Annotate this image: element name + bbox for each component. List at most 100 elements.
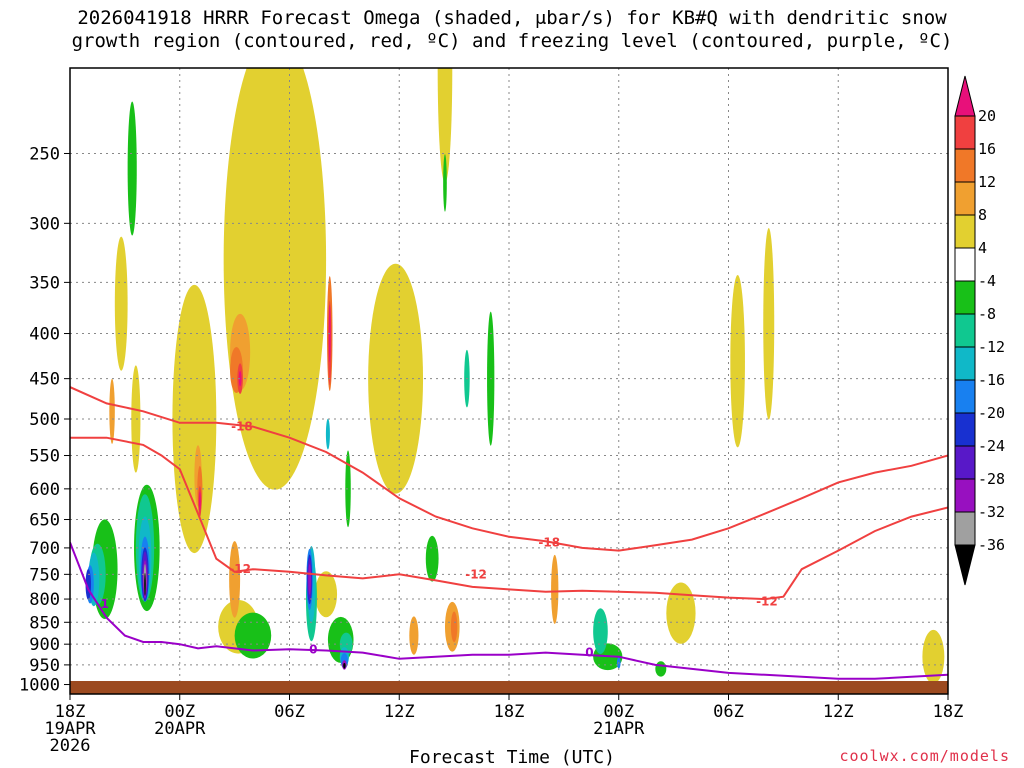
colorbar-label: -16 <box>978 371 1005 389</box>
omega-cell <box>131 365 141 473</box>
y-tick-label: 450 <box>29 370 60 390</box>
contour-label: 0 <box>585 646 593 660</box>
chart-title-line-2: growth region (contoured, red, ºC) and f… <box>71 30 953 52</box>
contour-label: -12 <box>229 562 251 576</box>
colorbar-label: 8 <box>978 206 987 224</box>
omega-cell <box>315 571 338 618</box>
ground-fill <box>70 681 948 694</box>
omega-cell <box>238 370 242 387</box>
omega-cell <box>198 491 201 511</box>
y-tick-label: 1000 <box>19 676 60 696</box>
colorbar-top-arrow <box>954 75 976 117</box>
colorbar-bottom-arrow <box>954 544 976 586</box>
omega-shading <box>85 68 945 684</box>
x-tick-label: 2026 <box>50 736 91 756</box>
colorbar-segment <box>954 115 976 150</box>
y-tick-label: 800 <box>29 590 60 610</box>
omega-cell <box>763 228 775 420</box>
colorbar-segment <box>954 214 976 249</box>
omega-cell <box>922 629 945 684</box>
colorbar-segment <box>954 412 976 447</box>
grid-lines <box>69 68 949 694</box>
colorbar-segment <box>954 511 976 546</box>
colorbar-segment <box>954 247 976 282</box>
x-tick-label: 20APR <box>154 719 206 739</box>
y-axis-ticks: 2503003504004505005506006507007508008509… <box>19 144 70 696</box>
y-tick-label: 400 <box>29 325 60 345</box>
x-tick-label: 19APR <box>44 719 96 739</box>
x-tick-label: 12Z <box>384 702 415 722</box>
x-tick-label: 00Z <box>164 702 195 722</box>
contour-label: -12 <box>756 594 778 608</box>
y-tick-label: 650 <box>29 511 60 531</box>
colorbar-label: -8 <box>978 305 996 323</box>
y-tick-label: 500 <box>29 410 60 430</box>
omega-cell <box>730 275 745 448</box>
colorbar-label: 12 <box>978 173 996 191</box>
omega-cell <box>114 236 128 371</box>
x-tick-label: 18Z <box>494 702 525 722</box>
x-tick-label: 00Z <box>603 702 634 722</box>
omega-cell <box>443 154 447 212</box>
site-credit[interactable]: coolwx.com/models <box>839 747 1010 765</box>
x-tick-label: 18Z <box>933 702 964 722</box>
chart-title-line-1: 2026041918 HRRR Forecast Omega (shaded, … <box>77 7 947 29</box>
omega-cell <box>450 611 458 643</box>
omega-cell <box>308 564 311 595</box>
colorbar-label: 20 <box>978 107 996 125</box>
omega-cell <box>425 535 439 582</box>
y-tick-label: 850 <box>29 613 60 633</box>
contour-label: -12 <box>465 567 487 581</box>
y-tick-label: 600 <box>29 480 60 500</box>
x-tick-label: 18Z <box>55 702 86 722</box>
colorbar-segment <box>954 445 976 480</box>
y-tick-label: 750 <box>29 565 60 585</box>
colorbar-label: -12 <box>978 338 1005 356</box>
omega-cell <box>144 572 146 596</box>
colorbar-label: 16 <box>978 140 996 158</box>
colorbar-label: -4 <box>978 272 996 290</box>
omega-cell <box>593 608 608 655</box>
omega-cell <box>172 284 217 554</box>
colorbar-segment <box>954 346 976 381</box>
colorbar-label: -20 <box>978 404 1005 422</box>
x-tick-label: 12Z <box>823 702 854 722</box>
colorbar-segment <box>954 148 976 183</box>
omega-cell <box>127 101 137 236</box>
y-tick-label: 250 <box>29 144 60 164</box>
omega-cell <box>345 450 351 528</box>
omega-cell <box>234 612 272 659</box>
omega-cell <box>232 108 255 339</box>
ground-strip <box>70 681 948 694</box>
omega-cell <box>409 616 419 655</box>
x-tick-label: 21APR <box>593 719 645 739</box>
contour-label: -18 <box>538 535 560 549</box>
colorbar-segment <box>954 280 976 315</box>
colorbar: 20 16 12 8 4 -4 -8 -12 -16 -20 -24 -28 -32 -36 <box>954 75 1005 586</box>
x-axis-title: Forecast Time (UTC) <box>409 747 615 768</box>
colorbar-segment <box>954 379 976 414</box>
colorbar-segment <box>954 181 976 216</box>
omega-cell <box>109 378 115 444</box>
colorbar-label: -36 <box>978 536 1005 554</box>
omega-cell <box>437 68 453 183</box>
colorbar-segment <box>954 313 976 348</box>
omega-cell <box>229 541 241 618</box>
omega-cell <box>551 554 559 624</box>
contour-label: 0 <box>309 642 317 656</box>
y-tick-label: 300 <box>29 214 60 234</box>
omega-cell <box>655 661 667 677</box>
colorbar-segment <box>954 478 976 513</box>
y-tick-label: 350 <box>29 273 60 293</box>
freezing-contour-line <box>70 542 948 680</box>
x-tick-label: 06Z <box>713 702 744 722</box>
y-tick-label: 900 <box>29 635 60 655</box>
contour-label: -18 <box>231 420 253 434</box>
y-tick-label: 950 <box>29 656 60 676</box>
dgz-contour-line <box>70 386 948 552</box>
dgz-contour-line <box>70 436 948 601</box>
colorbar-label: 4 <box>978 239 987 257</box>
colorbar-label: -32 <box>978 503 1005 521</box>
